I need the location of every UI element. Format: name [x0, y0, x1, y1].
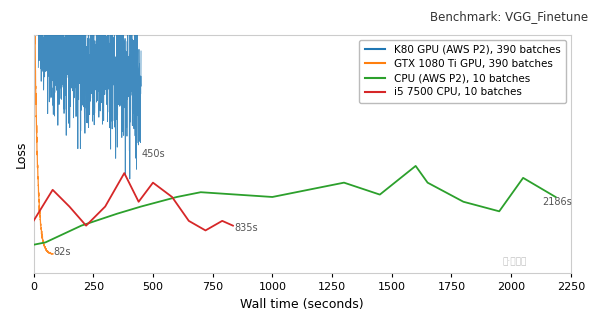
Y-axis label: Loss: Loss — [15, 140, 28, 168]
Legend: K80 GPU (AWS P2), 390 batches, GTX 1080 Ti GPU, 390 batches, CPU (AWS P2), 10 ba: K80 GPU (AWS P2), 390 batches, GTX 1080 … — [359, 40, 566, 103]
Text: 2186s: 2186s — [542, 197, 572, 207]
Text: Benchmark: VGG_Finetune: Benchmark: VGG_Finetune — [430, 10, 588, 23]
Text: 流·量子位: 流·量子位 — [502, 257, 527, 266]
Text: 82s: 82s — [53, 247, 71, 257]
Text: 450s: 450s — [142, 149, 165, 159]
Text: 835s: 835s — [234, 223, 258, 233]
X-axis label: Wall time (seconds): Wall time (seconds) — [241, 298, 364, 311]
